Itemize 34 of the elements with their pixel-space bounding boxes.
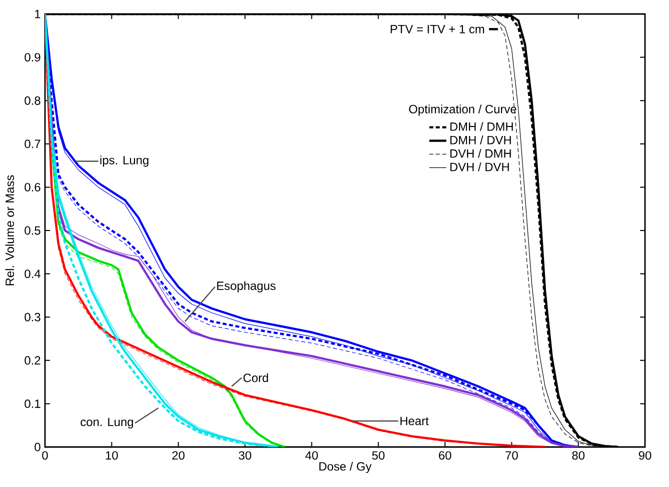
legend-label: DVH / DMH	[450, 149, 511, 158]
x-tick-label: 90	[638, 451, 652, 460]
y-tick-label: 0.1	[24, 399, 40, 408]
x-tick-label: 30	[238, 451, 252, 460]
x-tick-label: 10	[106, 451, 118, 460]
annotation: Cord	[243, 373, 268, 382]
y-tick-label: 0.2	[24, 356, 40, 365]
annotation: con. Lung	[80, 418, 134, 429]
y-tick-label: 1	[35, 10, 40, 18]
y-tick-label: 0.6	[24, 182, 40, 192]
x-tick-label: 70	[506, 451, 518, 460]
y-tick-label: 0.4	[24, 270, 40, 278]
x-tick-label: 80	[572, 451, 585, 460]
x-tick-label: 40	[305, 451, 318, 460]
y-tick-label: 0.7	[24, 140, 40, 148]
x-tick-label: 50	[372, 451, 385, 460]
x-tick-label: 20	[172, 451, 185, 460]
y-tick-label: 0.3	[24, 312, 40, 322]
legend-title: Optimization / Curve	[409, 104, 516, 116]
legend-label: DMH / DVH	[450, 136, 511, 144]
y-axis-title: Rel. Volume or Mass	[5, 175, 14, 286]
y-tick-label: 0.5	[24, 226, 40, 235]
x-axis-title: Dose / Gy	[319, 462, 372, 473]
annotation: Heart	[400, 416, 429, 426]
y-tick-label: 0.8	[24, 96, 40, 105]
y-tick-label: 0.9	[24, 53, 40, 62]
annotation: PTV = ITV + 1 cm	[390, 24, 484, 34]
annotation: ips. Lung	[100, 156, 148, 167]
legend-label: DMH / DMH	[450, 122, 513, 131]
legend-label: DVH / DVH	[450, 162, 509, 172]
y-tick-label: 0	[34, 442, 40, 452]
x-tick-label: 0	[42, 451, 48, 460]
x-tick-label: 60	[438, 451, 452, 460]
annotation: Esophagus	[217, 281, 276, 292]
